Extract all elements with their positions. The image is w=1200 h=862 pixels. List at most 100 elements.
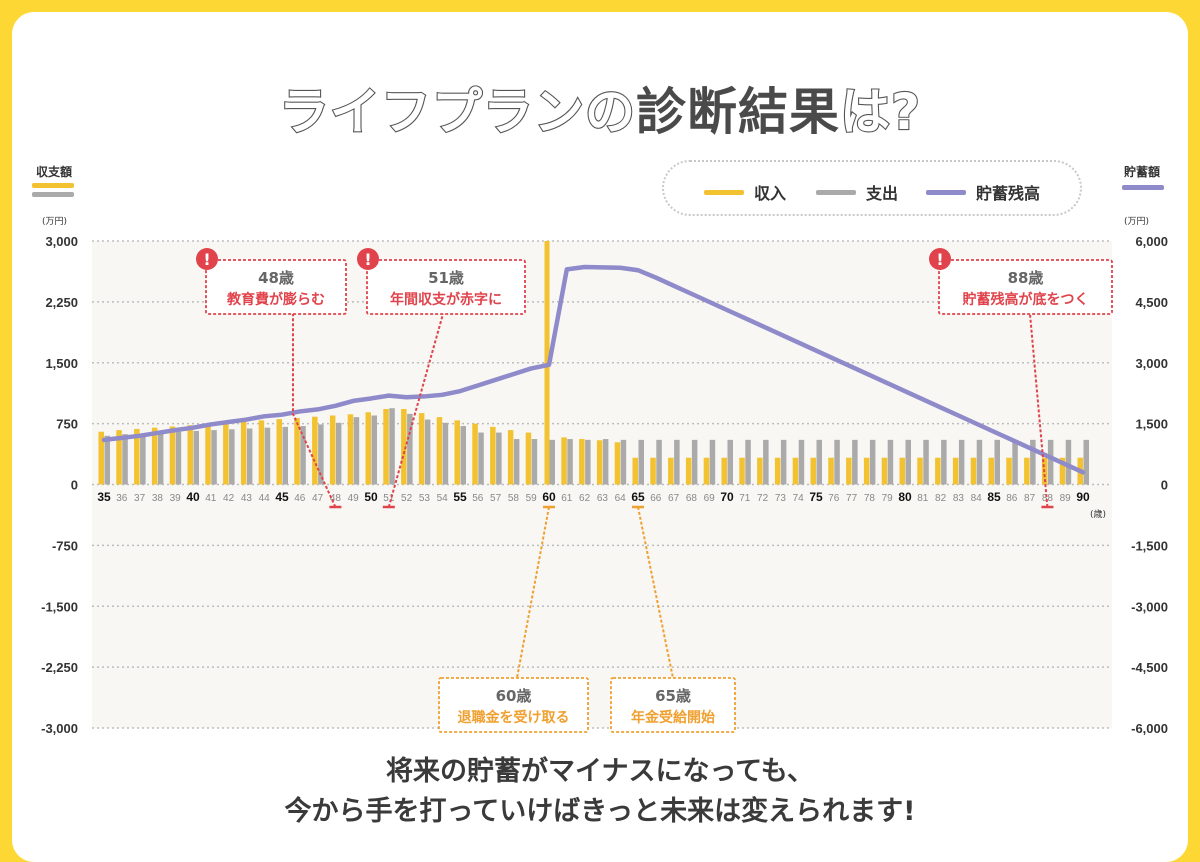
income-bar [490, 426, 496, 485]
income-bar [917, 457, 923, 485]
left-tick-label: 750 [56, 417, 78, 432]
income-bar [240, 421, 247, 485]
income-bar [116, 430, 122, 485]
x-tick-label: 61 [561, 493, 573, 504]
x-tick-label: 90 [1076, 490, 1090, 504]
expense-bar [1047, 439, 1054, 485]
footer-line-2: 今から手を打っていけばきっと未来は変えられます! [284, 796, 916, 827]
income-bar [472, 423, 478, 485]
income-bar [312, 416, 318, 485]
annotation-age: 88歳 [1008, 269, 1044, 287]
left-tick-label: -1,500 [41, 599, 78, 614]
income-bar [436, 417, 443, 485]
expense-bar [727, 439, 733, 485]
right-tick-label: -6,000 [1131, 721, 1168, 736]
x-tick-label: 71 [739, 493, 751, 504]
annotation-text: 退職金を受け取る [458, 709, 570, 726]
income-bar [632, 457, 638, 485]
income-bar [739, 457, 745, 485]
right-tick-label: -4,500 [1131, 660, 1168, 675]
x-tick-label: 81 [917, 493, 929, 504]
income-bar [134, 428, 140, 485]
x-tick-label: 66 [650, 493, 662, 504]
x-tick-label: 87 [1024, 493, 1036, 504]
income-bar [596, 440, 603, 485]
expense-bar [923, 439, 929, 485]
left-tick-label: 1,500 [45, 356, 78, 371]
income-bar [685, 457, 692, 485]
income-bar [899, 457, 905, 485]
expense-bar [282, 426, 288, 485]
expense-bar [674, 439, 680, 485]
life-plan-chart: 3,000 6,000 2,250 4,500 1,500 3,000 750 1,500 0 0… [41, 234, 1168, 736]
expense-bar [211, 430, 217, 485]
expense-bar [852, 439, 858, 485]
income-bar [970, 457, 977, 485]
expense-bar [513, 439, 520, 485]
title-part-wa: は? [839, 82, 921, 142]
income-bar [810, 457, 816, 485]
expense-bar [798, 439, 805, 485]
expense-bar [620, 439, 627, 485]
x-tick-label: 63 [597, 493, 609, 504]
x-tick-label: 64 [615, 493, 627, 504]
right-tick-label: -1,500 [1131, 538, 1168, 553]
expense-bar [193, 430, 199, 485]
expense-bar [122, 434, 128, 485]
right-tick-label: -3,000 [1131, 599, 1168, 614]
income-bar [703, 457, 710, 485]
income-bar [544, 241, 550, 485]
income-bar [507, 430, 514, 485]
annotation-box [610, 677, 736, 733]
x-tick-label: 84 [971, 493, 983, 504]
expense-bar [691, 439, 698, 485]
x-tick-label: 36 [116, 493, 128, 504]
right-axis-swatch-savings [1122, 185, 1164, 190]
x-tick-label: 49 [348, 493, 360, 504]
alert-icon-circle [196, 248, 218, 270]
income-bar [1006, 457, 1012, 485]
x-tick-label: 44 [259, 493, 271, 504]
expense-bar [567, 439, 573, 485]
legend-swatch-income [704, 189, 744, 195]
annotation-leader [292, 314, 337, 508]
x-tick-label: 52 [401, 493, 413, 504]
expense-bar [389, 408, 395, 485]
income-bar [276, 419, 282, 485]
x-tick-label: 47 [312, 493, 324, 504]
x-tick-label: 79 [882, 493, 894, 504]
x-tick-label: 68 [686, 493, 698, 504]
left-axis-swatch-expense [32, 192, 74, 197]
expense-bar [353, 417, 360, 485]
expense-bar [1012, 439, 1018, 485]
x-tick-label: 42 [223, 493, 235, 504]
right-tick-label: 3,000 [1135, 356, 1168, 371]
right-tick-label: 6,000 [1135, 234, 1168, 249]
left-tick-label: -2,250 [41, 660, 78, 675]
x-tick-label: 53 [419, 493, 431, 504]
expense-bar [869, 439, 876, 485]
income-bar [774, 457, 781, 485]
alert-icon-mark: ! [203, 250, 210, 269]
income-bar [169, 426, 176, 485]
income-bar [258, 420, 265, 485]
income-bar [294, 417, 300, 485]
income-bar [401, 409, 407, 485]
right-tick-label: 4,500 [1135, 295, 1168, 310]
x-tick-label: 45 [275, 490, 289, 504]
left-axis-unit: (万円) [42, 217, 68, 227]
expense-bar [318, 424, 324, 485]
x-tick-label: 74 [793, 493, 805, 504]
x-tick-label: 39 [170, 493, 182, 504]
income-bar [668, 457, 674, 485]
x-tick-label: 40 [186, 490, 200, 504]
alert-icon-circle [929, 248, 951, 270]
x-tick-label: 56 [472, 493, 484, 504]
legend-label-expense: 支出 [866, 184, 899, 203]
x-tick-label: 77 [846, 493, 858, 504]
income-bar [418, 413, 425, 485]
alert-icon: ! [929, 248, 951, 270]
